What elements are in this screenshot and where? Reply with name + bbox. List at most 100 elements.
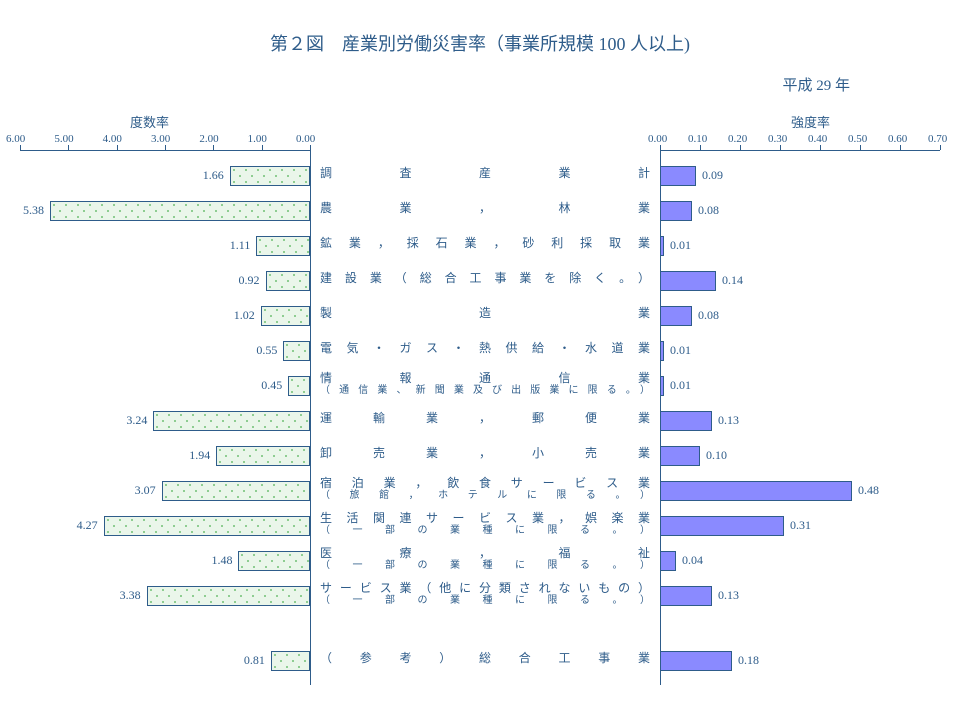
table-row: 1.48医療，福祉（一部の業種に限る。）0.04 (20, 550, 940, 572)
right-value-label: 0.13 (718, 413, 739, 428)
category-label: 調査産業計 (320, 167, 650, 180)
right-tick-label: 0.40 (808, 133, 827, 145)
left-tick-label: 0.00 (296, 133, 315, 145)
right-bar (660, 271, 716, 291)
right-tickmark (780, 145, 781, 150)
left-value-label: 3.38 (120, 588, 141, 603)
left-tickmark (165, 145, 166, 150)
left-value-label: 1.94 (189, 448, 210, 463)
left-bar (256, 236, 310, 256)
left-bar (261, 306, 310, 326)
right-value-label: 0.08 (698, 203, 719, 218)
table-row: 5.38農業，林業0.08 (20, 200, 940, 222)
left-value-label: 0.45 (261, 378, 282, 393)
left-tick-label: 1.00 (248, 133, 267, 145)
category-label: 生活関連サービス業，娯楽業（一部の業種に限る。） (320, 512, 650, 536)
right-bar (660, 341, 664, 361)
left-tick-label: 6.00 (6, 133, 25, 145)
category-sublabel: （一部の業種に限る。） (320, 560, 650, 571)
right-value-label: 0.08 (698, 308, 719, 323)
right-value-label: 0.18 (738, 653, 759, 668)
left-tickmark (117, 145, 118, 150)
left-bar (288, 376, 310, 396)
table-row: 0.92建設業（総合工事業を除く。）0.14 (20, 270, 940, 292)
left-value-label: 4.27 (77, 518, 98, 533)
right-bar (660, 166, 696, 186)
left-tickmark (20, 145, 21, 150)
left-value-label: 1.02 (234, 308, 255, 323)
category-label: 製造業 (320, 307, 650, 320)
left-tick-label: 5.00 (54, 133, 73, 145)
table-row: 1.02 製造業 0.08 (20, 305, 940, 327)
category-label: 運輸業，郵便業 (320, 412, 650, 425)
right-value-label: 0.01 (670, 238, 691, 253)
left-value-label: 3.24 (126, 413, 147, 428)
right-tickmark (660, 145, 661, 150)
category-label: 電気・ガス・熱供給・水道業 (320, 342, 650, 355)
left-value-label: 1.11 (230, 238, 251, 253)
category-label: 鉱業，採石業，砂利採取業 (320, 237, 650, 250)
right-tick-label: 0.30 (768, 133, 787, 145)
left-tickmark (213, 145, 214, 150)
right-bar (660, 516, 784, 536)
left-value-label: 0.81 (244, 653, 265, 668)
category-label: 医療，福祉（一部の業種に限る。） (320, 547, 650, 571)
table-row: 0.45情報通信業（通信業、新聞業及び出版業に限る。）0.01 (20, 375, 940, 397)
category-label: （参考）総合工事業 (320, 652, 650, 665)
right-value-label: 0.14 (722, 273, 743, 288)
chart-title: 第２図 産業別労働災害率（事業所規模 100 人以上) (0, 30, 960, 56)
left-axis-line (20, 150, 310, 151)
right-value-label: 0.09 (702, 168, 723, 183)
category-label: 建設業（総合工事業を除く。） (320, 272, 650, 285)
right-tick-label: 0.20 (728, 133, 747, 145)
right-tick-label: 0.10 (688, 133, 707, 145)
right-bar (660, 306, 692, 326)
table-row: 3.07宿泊業，飲食サービス業（旅館，ホテルに限る。）0.48 (20, 480, 940, 502)
left-bar (238, 551, 310, 571)
right-bar (660, 236, 664, 256)
left-bar (153, 411, 310, 431)
left-tick-label: 2.00 (199, 133, 218, 145)
right-tickmark (700, 145, 701, 150)
right-tickmark (860, 145, 861, 150)
left-bar (216, 446, 310, 466)
left-bar (104, 516, 310, 536)
left-value-label: 3.07 (135, 483, 156, 498)
right-tickmark (820, 145, 821, 150)
right-tick-label: 0.70 (928, 133, 947, 145)
left-bar (230, 166, 310, 186)
left-bar (283, 341, 310, 361)
left-tickmark (310, 145, 311, 150)
left-tick-label: 4.00 (103, 133, 122, 145)
category-label: 情報通信業（通信業、新聞業及び出版業に限る。） (320, 372, 650, 396)
table-row: 0.55電気・ガス・熱供給・水道業0.01 (20, 340, 940, 362)
left-tickmark (68, 145, 69, 150)
right-bar (660, 376, 664, 396)
right-bar (660, 651, 732, 671)
left-bar (147, 586, 310, 606)
left-tick-label: 3.00 (151, 133, 170, 145)
right-value-label: 0.04 (682, 553, 703, 568)
category-label: 卸売業，小売業 (320, 447, 650, 460)
category-sublabel: （一部の業種に限る。） (320, 525, 650, 536)
right-value-label: 0.31 (790, 518, 811, 533)
left-value-label: 1.66 (203, 168, 224, 183)
right-tickmark (940, 145, 941, 150)
right-tick-label: 0.00 (648, 133, 667, 145)
category-label: 宿泊業，飲食サービス業（旅館，ホテルに限る。） (320, 477, 650, 501)
left-bar (271, 651, 310, 671)
table-row: 3.38サービス業（他に分類されないもの）（一部の業種に限る。）0.13 (20, 585, 940, 607)
right-bar (660, 201, 692, 221)
category-sublabel: （通信業、新聞業及び出版業に限る。） (320, 385, 650, 396)
right-tickmark (740, 145, 741, 150)
table-row: 1.66 調査産業計 0.09 (20, 165, 940, 187)
right-axis-title: 強度率 (791, 112, 830, 131)
right-value-label: 0.10 (706, 448, 727, 463)
chart-year: 平成 29 年 (782, 74, 850, 95)
right-tick-label: 0.60 (888, 133, 907, 145)
chart-area: 6.005.004.003.002.001.000.000.000.100.20… (20, 130, 940, 690)
category-sublabel: （一部の業種に限る。） (320, 595, 650, 606)
right-tick-label: 0.50 (848, 133, 867, 145)
category-label: サービス業（他に分類されないもの）（一部の業種に限る。） (320, 582, 650, 606)
left-axis-title: 度数率 (130, 112, 169, 131)
